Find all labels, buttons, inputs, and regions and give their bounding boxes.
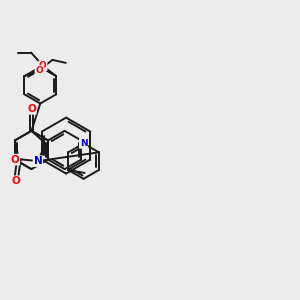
Text: O: O bbox=[35, 66, 43, 75]
Text: N: N bbox=[80, 139, 87, 148]
Text: O: O bbox=[39, 61, 47, 70]
Text: O: O bbox=[27, 104, 36, 114]
Text: O: O bbox=[11, 176, 20, 186]
Text: O: O bbox=[11, 154, 19, 165]
Text: N: N bbox=[34, 156, 42, 166]
